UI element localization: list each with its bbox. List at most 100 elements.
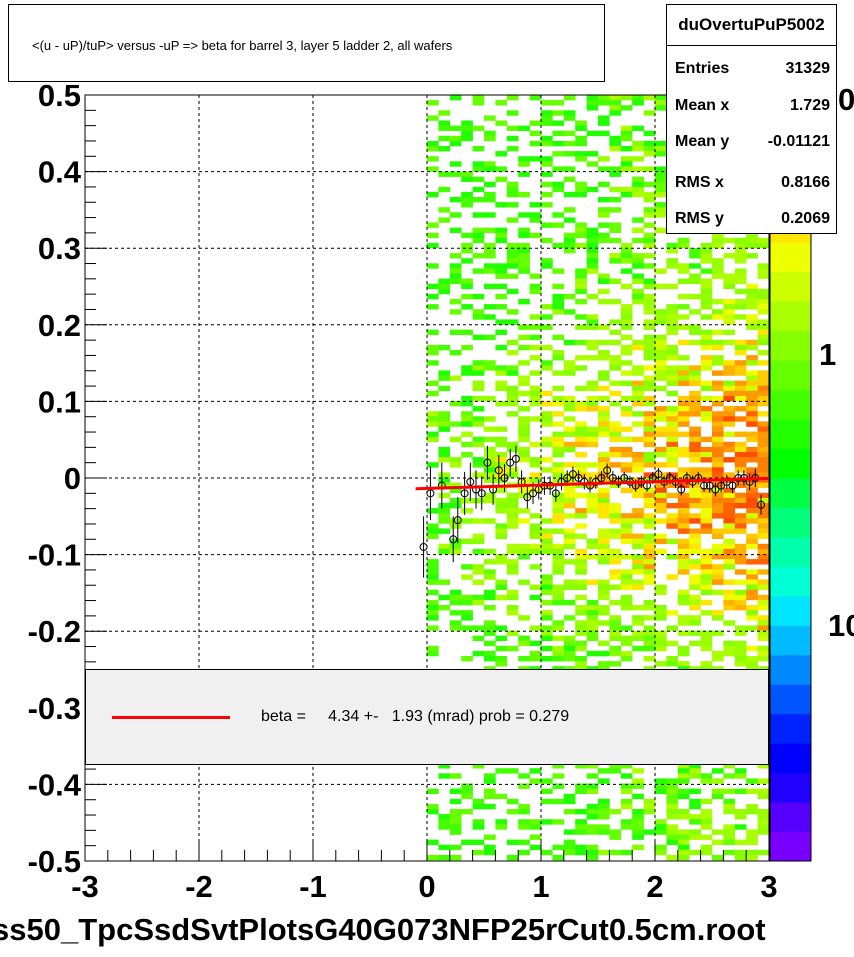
heatmap-cell [723,380,736,386]
heatmap-cell [438,763,451,769]
heatmap-cell [449,273,462,279]
heatmap-cell [655,375,667,381]
heatmap-cell [746,288,758,295]
heatmap-cell [552,421,565,427]
heatmap-cell [518,156,530,162]
heatmap-cell [529,370,542,376]
heatmap-cell [677,339,690,346]
heatmap-cell [666,421,679,427]
heatmap-cell [689,411,701,417]
x-tick-label: 3 [760,869,777,904]
heatmap-cell [541,202,553,208]
heatmap-cell [438,518,451,524]
heatmap-cell [506,181,519,188]
x-tick-label: 1 [532,869,549,904]
heatmap-cell [734,380,747,386]
heatmap-cell [518,344,530,351]
heatmap-cell [575,819,587,825]
heatmap-cell [609,809,622,815]
heatmap-cell [700,548,713,555]
heatmap-cell [575,135,587,142]
heatmap-cell [586,635,599,641]
heatmap-cell [609,258,622,264]
stats-box: duOvertuPuP5002 Entries 31329 Mean x 1.7… [666,4,837,234]
heatmap-cell [746,314,758,320]
heatmap-cell [541,416,553,422]
y-tick-label: 0.3 [38,231,81,266]
heatmap-cell [506,569,519,575]
heatmap-cell [666,640,679,647]
heatmap-cell [655,503,667,509]
heatmap-cell [712,360,724,366]
heatmap-cell [643,299,656,305]
heatmap-cell [484,666,496,672]
heatmap-cell [461,176,473,182]
heatmap-cell [609,237,622,244]
heatmap-cell [495,202,508,208]
heatmap-cell [438,370,451,376]
heatmap-cell [655,140,667,147]
heatmap-cell [609,105,622,111]
heatmap-cell [723,431,736,437]
heatmap-cell [552,528,565,534]
heatmap-cell [700,610,713,616]
heatmap-cell [757,793,770,800]
heatmap-cell [552,181,565,188]
heatmap-cell [438,416,451,422]
heatmap-cell [518,171,530,177]
heatmap-cell [495,100,508,106]
heatmap-cell [552,441,565,448]
heatmap-cell [598,579,610,585]
heatmap-cell [620,446,633,453]
heatmap-cell [620,640,633,647]
heatmap-cell [449,421,462,427]
heatmap-cell [563,293,576,300]
heatmap-cell [484,548,496,555]
heatmap-cell [677,411,690,417]
heatmap-cell [461,304,473,310]
heatmap-cell [586,380,599,386]
heatmap-cell [757,849,770,856]
heatmap-cell [734,370,747,376]
heatmap-cell [552,503,565,509]
heatmap-cell [723,365,736,371]
heatmap-cell [655,283,667,290]
heatmap-cell [746,401,758,407]
heatmap-cell [449,589,462,596]
heatmap-cell [723,579,736,585]
profile-point [477,489,486,498]
heatmap-cell [666,824,679,830]
heatmap-cell [598,370,610,376]
heatmap-cell [643,441,656,448]
heatmap-cell [495,120,508,126]
heatmap-cell [427,329,439,335]
heatmap-cell [746,411,758,417]
heatmap-cell [552,436,565,443]
heatmap-cell [449,95,462,101]
heatmap-cell [552,472,565,478]
heatmap-cell [552,304,565,310]
heatmap-cell [689,339,701,346]
heatmap-cell [609,452,622,458]
heatmap-cell [643,457,656,463]
heatmap-cell [586,314,599,320]
heatmap-cell [586,242,599,249]
heatmap-cell [484,640,496,647]
heatmap-cell [700,446,713,453]
heatmap-cell [700,380,713,386]
heatmap-cell [700,513,713,519]
heatmap-cell [609,253,622,259]
heatmap-cell [666,798,679,805]
heatmap-cell [746,492,758,499]
heatmap-cell [541,538,553,545]
heatmap-cell [575,824,587,830]
heatmap-cell [723,788,736,794]
heatmap-cell [552,242,565,249]
heatmap-cell [643,803,656,810]
heatmap-cell [495,273,508,279]
heatmap-cell [632,620,644,626]
heatmap-cell [449,299,462,305]
heatmap-cell [643,513,656,519]
heatmap-cell [552,462,565,468]
heatmap-cell [461,783,473,789]
